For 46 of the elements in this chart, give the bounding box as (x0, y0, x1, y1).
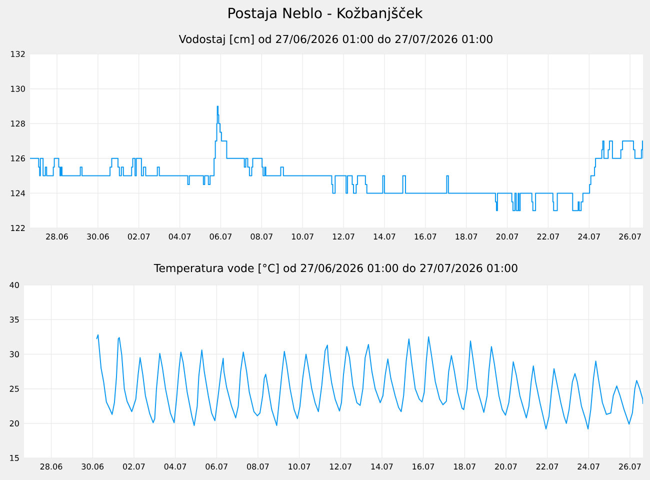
x-tick-label: 02.07 (128, 234, 150, 240)
x-tick-label: 22.07 (536, 464, 558, 470)
x-tick-label: 18.07 (456, 234, 478, 240)
x-tick-label: 10.07 (292, 234, 314, 240)
x-tick-label: 14.07 (374, 234, 396, 240)
x-tick-label: 04.07 (168, 234, 191, 240)
x-tick-label: 30.06 (87, 234, 109, 240)
x-tick-label: 26.07 (619, 464, 641, 470)
x-tick-label: 20.07 (496, 234, 518, 240)
x-tick-label: 20.07 (495, 464, 517, 470)
x-tick-label: 14.07 (371, 464, 393, 470)
chart-subtitle: Vodostaj [cm] od 27/06/2026 01:00 do 27/07/2026 01:00 (178, 34, 492, 46)
x-tick-label: 30.06 (82, 464, 104, 470)
chart-title: Postaja Neblo - Kožbanjšček (228, 6, 423, 22)
x-tick-label: 16.07 (414, 234, 436, 240)
y-tick-label: 40 (10, 282, 19, 288)
x-tick-label: 24.07 (578, 464, 600, 470)
x-tick-label: 18.07 (454, 464, 476, 470)
x-tick-label: 06.07 (210, 234, 232, 240)
y-tick-label: 20 (10, 420, 19, 426)
x-tick-label: 16.07 (412, 464, 434, 470)
x-tick-label: 08.07 (250, 234, 272, 240)
x-tick-label: 24.07 (578, 234, 600, 240)
x-tick-label: 12.07 (330, 464, 352, 470)
x-tick-label: 04.07 (164, 464, 186, 470)
y-tick-label: 130 (11, 86, 25, 92)
x-tick-label: 28.06 (40, 464, 62, 470)
x-tick-label: 12.07 (332, 234, 354, 240)
y-tick-label: 126 (11, 155, 25, 162)
x-tick-label: 06.07 (206, 464, 228, 470)
y-tick-label: 132 (11, 50, 25, 58)
y-tick-label: 25 (10, 386, 19, 392)
x-tick-label: 02.07 (123, 464, 145, 470)
y-tick-label: 122 (11, 225, 25, 231)
y-tick-label: 30 (10, 351, 19, 358)
x-tick-label: 08.07 (247, 464, 269, 470)
x-tick-label: 10.07 (288, 464, 310, 470)
y-tick-label: 35 (10, 316, 19, 323)
chart-subtitle: Temperatura vode [°C] od 27/06/2026 01:00 do 27/07/2026 01:00 (154, 264, 518, 274)
y-tick-label: 15 (10, 455, 19, 461)
y-tick-label: 124 (11, 190, 26, 196)
line-series (96, 334, 644, 430)
x-tick-label: 28.06 (46, 234, 68, 240)
x-tick-label: 26.07 (619, 234, 641, 240)
y-tick-label: 128 (11, 120, 25, 127)
x-tick-label: 22.07 (537, 234, 559, 240)
